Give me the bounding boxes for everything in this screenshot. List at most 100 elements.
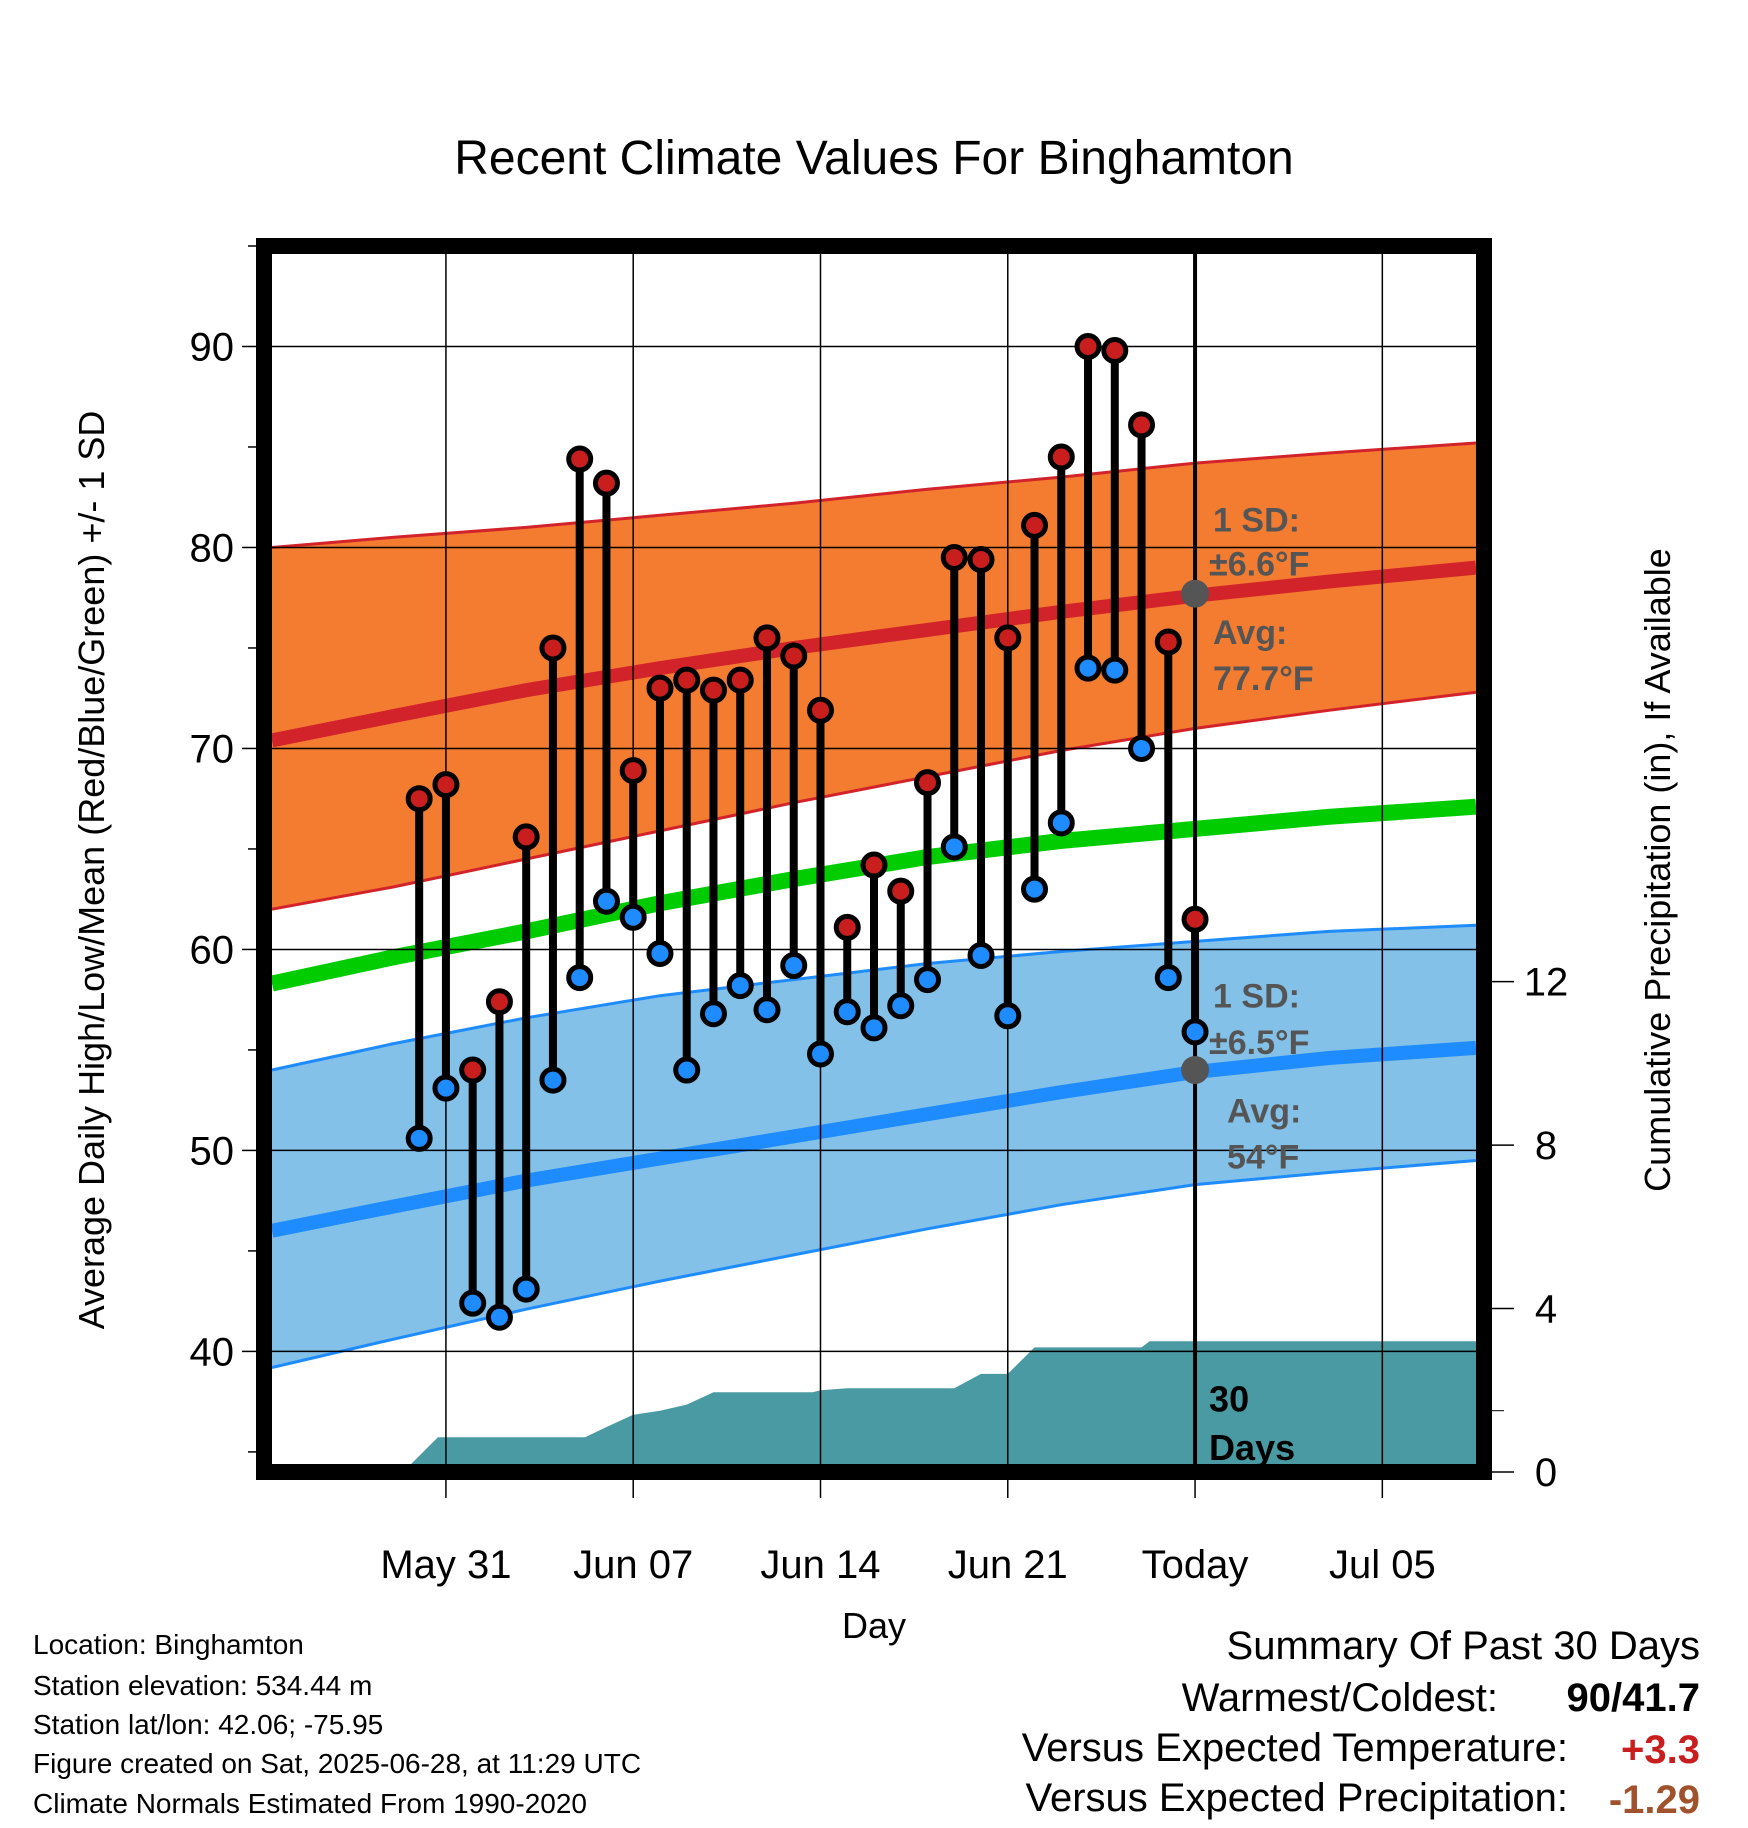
high-point: [1154, 628, 1182, 656]
high-sd-label: 1 SD:: [1213, 501, 1300, 539]
high-point: [646, 674, 674, 702]
low-sd-value: ±6.5°F: [1209, 1024, 1309, 1062]
high-point: [967, 546, 995, 574]
x-tick-label: Today: [1142, 1543, 1249, 1587]
low-point: [459, 1289, 487, 1317]
x-tick-label: Jun 21: [948, 1543, 1068, 1587]
y2-tick-label: 12: [1524, 961, 1569, 1005]
high-point: [485, 988, 513, 1016]
high-avg-value: 77.7°F: [1213, 660, 1314, 698]
days-count-number: 30: [1209, 1379, 1249, 1420]
high-sd-band-lower-edge: [271, 690, 1477, 911]
low-point: [699, 1000, 727, 1028]
today-high-avg-dot: [1181, 579, 1210, 608]
low-point: [539, 1066, 567, 1094]
low-point: [485, 1303, 513, 1331]
high-point: [673, 666, 701, 694]
precip-area: [379, 1341, 1476, 1472]
high-point: [914, 769, 942, 797]
y2-tick-label: 8: [1535, 1124, 1557, 1168]
y-tick-label: 60: [190, 928, 235, 972]
low-point: [887, 992, 915, 1020]
low-point: [512, 1275, 540, 1303]
footer-normals: Climate Normals Estimated From 1990-2020: [33, 1788, 587, 1819]
x-tick-label: Jul 05: [1329, 1543, 1436, 1587]
high-avg-label: Avg:: [1213, 614, 1287, 652]
high-point: [887, 877, 915, 905]
high-point: [1021, 511, 1049, 539]
y2-tick-label: 4: [1535, 1288, 1557, 1332]
high-sd-band: [272, 443, 1476, 910]
low-point: [1181, 1018, 1209, 1046]
footer-location: Location: Binghamton: [33, 1629, 304, 1660]
low-sd-band-upper-edge: [271, 923, 1477, 1072]
high-point: [833, 913, 861, 941]
high-sd-value: ±6.6°F: [1209, 546, 1309, 584]
high-point: [432, 771, 460, 799]
low-point: [780, 952, 808, 980]
plot-frame: [256, 238, 1492, 1480]
days-count-word: Days: [1209, 1427, 1295, 1468]
low-point: [806, 1040, 834, 1068]
low-normal-line: [270, 1040, 1477, 1238]
high-normal-line: [270, 560, 1477, 748]
y-tick-label: 90: [190, 325, 235, 369]
footer-created: Figure created on Sat, 2025-06-28, at 11…: [33, 1748, 642, 1779]
x-tick-label: Jun 07: [573, 1543, 693, 1587]
y-tick-label: 50: [190, 1129, 235, 1173]
high-point: [726, 666, 754, 694]
high-point: [1074, 332, 1102, 360]
high-point: [780, 642, 808, 670]
y-axis-label: Average Daily High/Low/Mean (Red/Blue/Gr…: [71, 411, 112, 1330]
low-sd-band-lower-edge: [271, 1159, 1477, 1369]
low-point: [1101, 656, 1129, 684]
low-point: [619, 903, 647, 931]
high-point: [459, 1056, 487, 1084]
low-point: [592, 887, 620, 915]
low-point: [646, 939, 674, 967]
summary-coldest-low: 41.7: [1622, 1676, 1700, 1720]
high-point: [1047, 443, 1075, 471]
high-point: [1128, 411, 1156, 439]
summary-precip-value: -1.29: [1608, 1778, 1700, 1822]
high-point: [753, 624, 781, 652]
summary-warmest-value: 90/41.7: [1567, 1678, 1700, 1718]
low-sd-label: 1 SD:: [1213, 978, 1300, 1016]
summary-temp-value: +3.3: [1621, 1728, 1700, 1772]
low-point: [726, 972, 754, 1000]
low-point: [914, 966, 942, 994]
footer-elevation: Station elevation: 534.44 m: [33, 1670, 373, 1701]
high-point: [512, 823, 540, 851]
low-point: [860, 1014, 888, 1042]
y-tick-label: 40: [190, 1330, 235, 1374]
chart-title: Recent Climate Values For Binghamton: [454, 132, 1294, 185]
low-point: [1047, 809, 1075, 837]
low-point: [833, 998, 861, 1026]
high-sd-band-upper-edge: [271, 441, 1477, 549]
footer-latlon: Station lat/lon: 42.06; -75.95: [33, 1709, 384, 1740]
high-point: [1181, 905, 1209, 933]
summary-separator: /: [1611, 1676, 1623, 1720]
high-point: [619, 757, 647, 785]
high-point: [592, 469, 620, 497]
mean-normal-line: [270, 798, 1477, 992]
high-point: [940, 544, 968, 572]
summary-temp-label: Versus Expected Temperature:: [1021, 1726, 1568, 1770]
today-low-avg-dot: [1181, 1056, 1210, 1085]
y-tick-label: 70: [190, 727, 235, 771]
low-point: [405, 1124, 433, 1152]
low-point: [967, 941, 995, 969]
low-point: [432, 1074, 460, 1102]
summary-warmest-label: Warmest/Coldest:: [1181, 1676, 1498, 1720]
high-point: [994, 624, 1022, 652]
summary-title: Summary Of Past 30 Days: [1226, 1624, 1700, 1668]
summary-precip-label: Versus Expected Precipitation:: [1025, 1776, 1568, 1820]
low-point: [1021, 875, 1049, 903]
y2-tick-label: 0: [1535, 1451, 1557, 1495]
high-point: [566, 445, 594, 473]
low-point: [753, 996, 781, 1024]
high-point: [405, 785, 433, 813]
x-axis-label: Day: [842, 1605, 906, 1646]
low-point: [940, 833, 968, 861]
